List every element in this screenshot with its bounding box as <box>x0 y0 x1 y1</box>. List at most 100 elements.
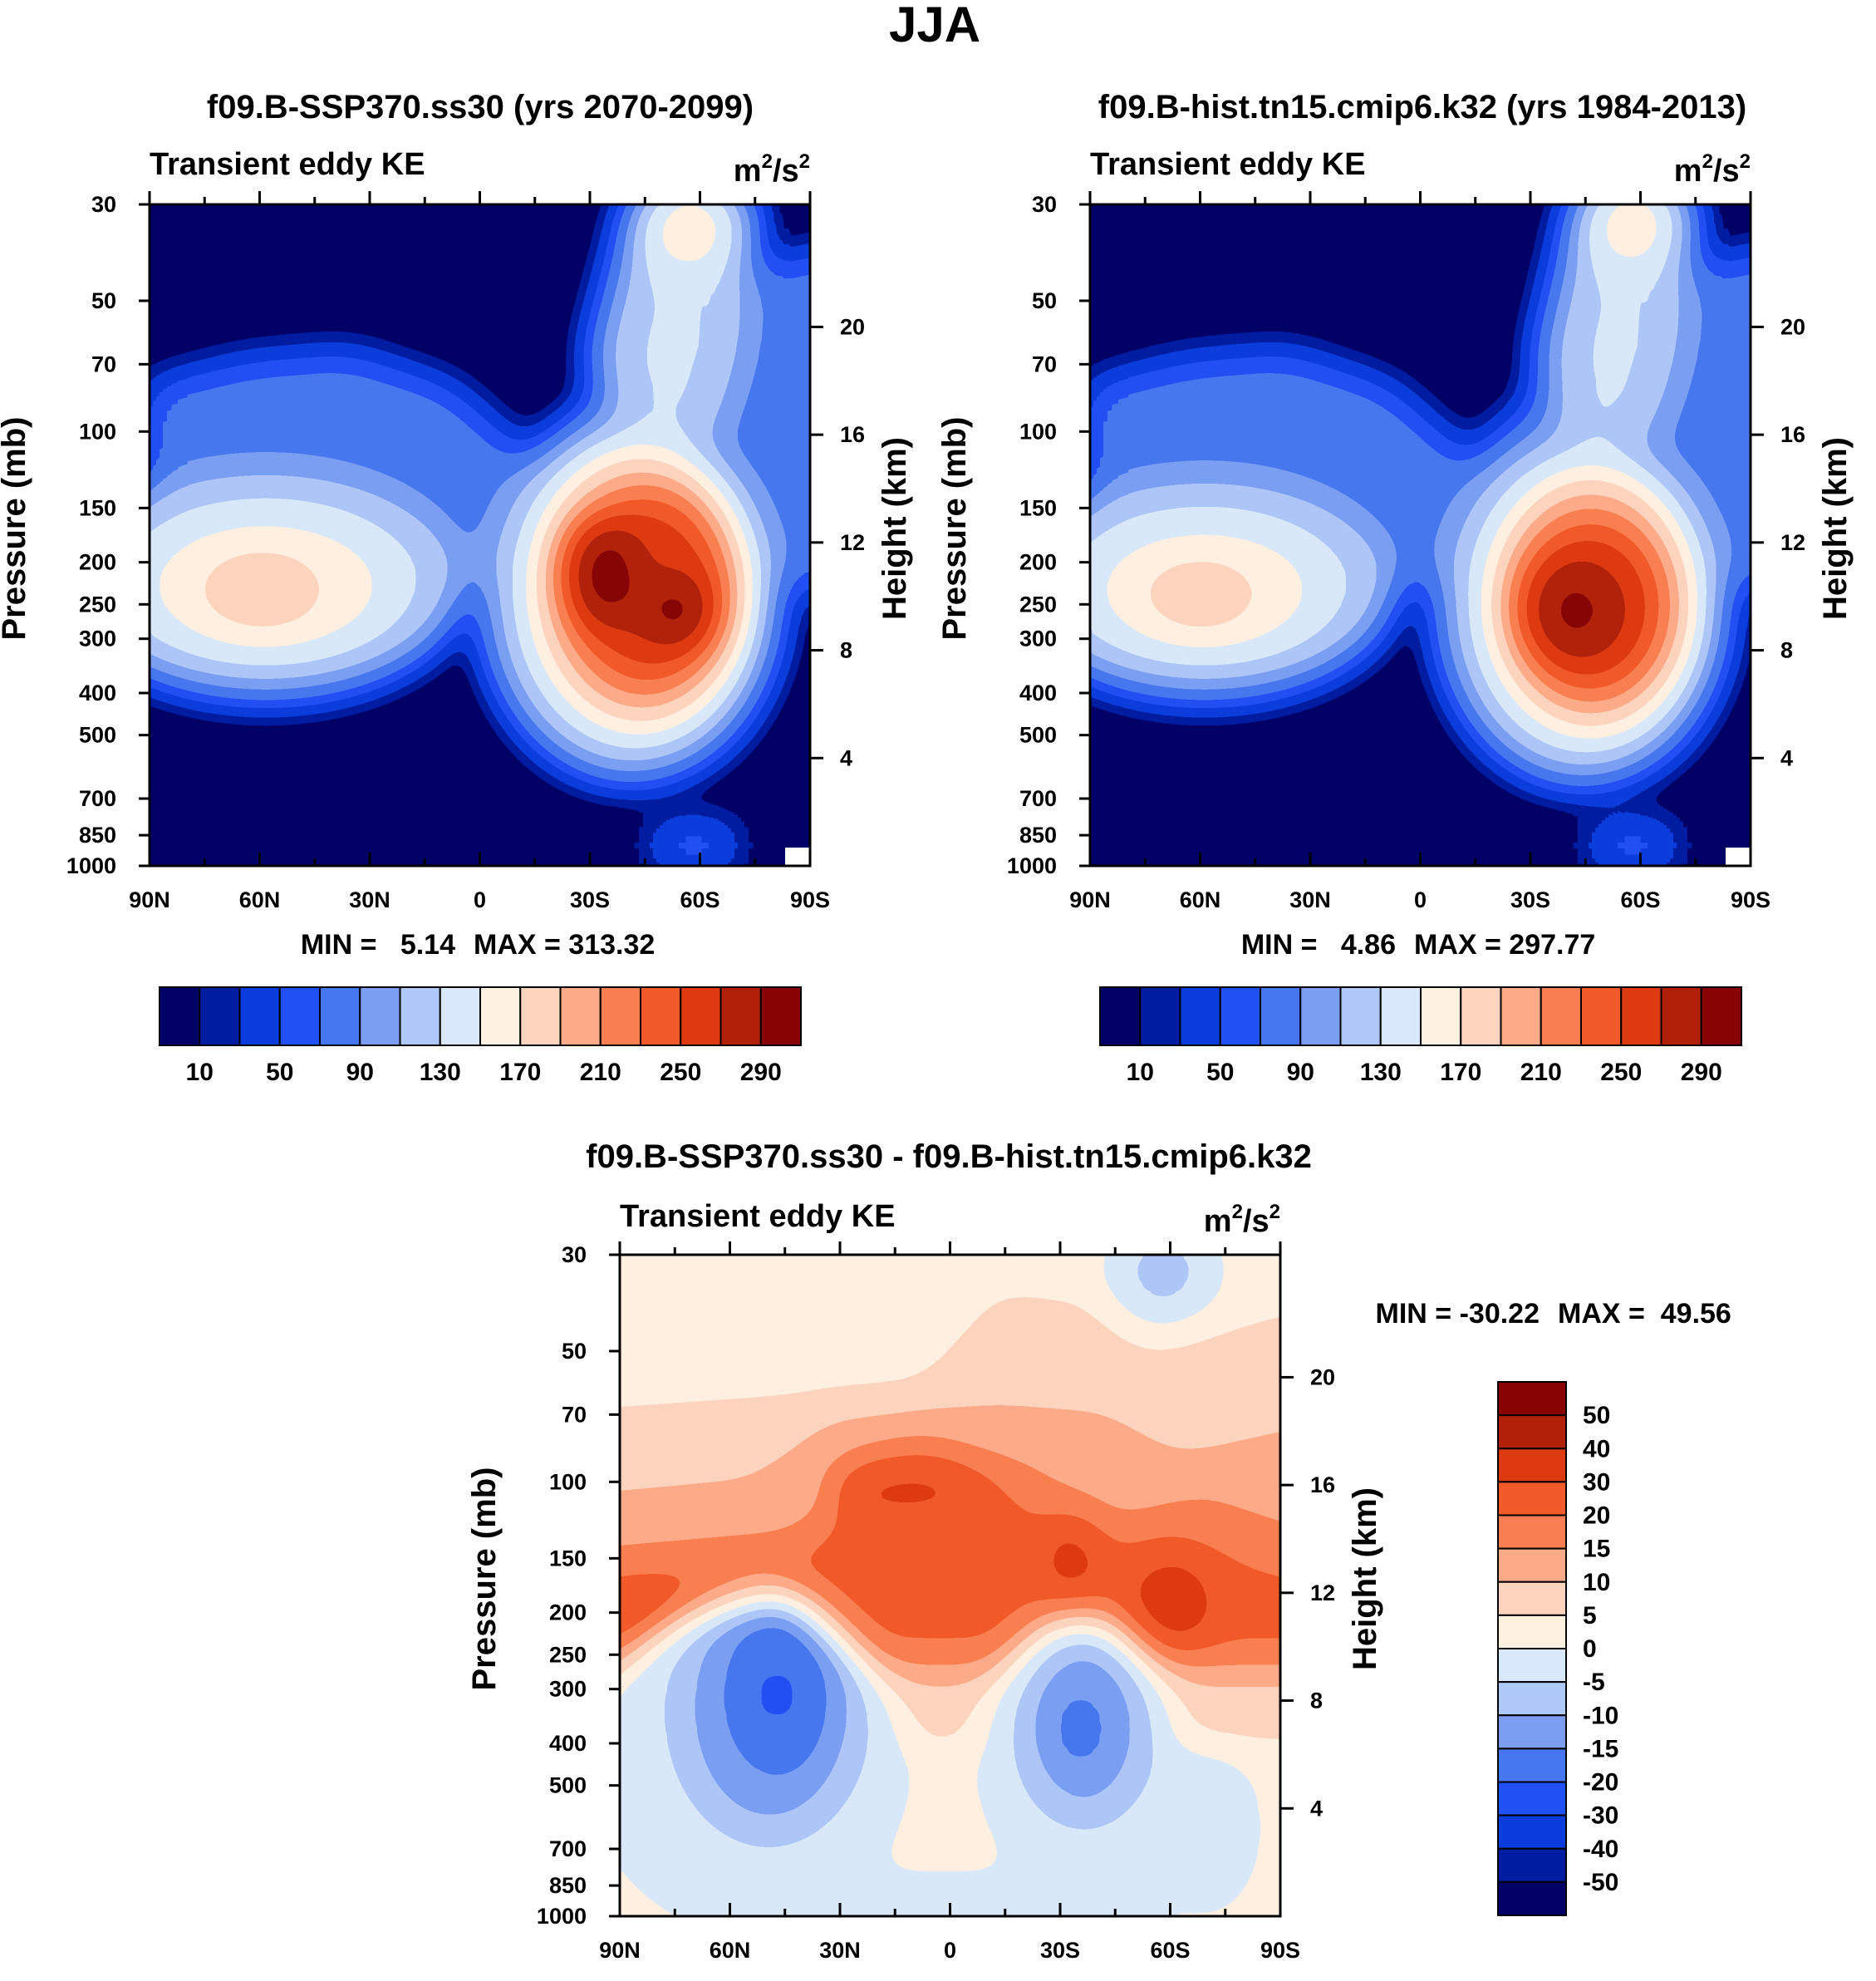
colorbar-label: 250 <box>1600 1059 1642 1086</box>
panel-2-variable: Transient eddy KE <box>1090 147 1366 182</box>
y-tick-label: 150 <box>79 495 116 520</box>
y-tick-label: 850 <box>79 823 116 848</box>
x-tick-label: 60S <box>1620 887 1660 912</box>
colorbar-box <box>159 986 201 1046</box>
y-tick-label: 70 <box>562 1402 587 1427</box>
y-tick-label: 70 <box>1032 351 1057 376</box>
colorbar-box <box>278 986 321 1046</box>
x-tick-label: 60N <box>1180 887 1221 912</box>
y-tick-label: 500 <box>79 723 116 748</box>
x-tick-label: 30S <box>570 887 610 912</box>
panel-3-nh-negative-core <box>745 1645 808 1745</box>
y-tick-label: 400 <box>79 681 116 705</box>
panel-2-min-label: MIN = 4.86 <box>1241 929 1396 961</box>
panel-1-plot-area <box>150 204 810 866</box>
y-axis-title: Pressure (mb) <box>936 417 973 641</box>
colorbar-label: 170 <box>499 1059 541 1086</box>
colorbar-box <box>1420 986 1462 1046</box>
panel-1-min-label: MIN = 5.14 <box>301 929 455 961</box>
colorbar-label: 20 <box>1583 1502 1610 1530</box>
panel-3-field <box>620 1255 1280 1916</box>
y-tick-label: 250 <box>1019 592 1057 617</box>
panel-2-nh-jet-core <box>1155 572 1246 622</box>
panel-3-strat-negative <box>1113 1255 1213 1321</box>
y-tick-label: 70 <box>91 351 116 376</box>
x-tick-label: 60S <box>1150 1938 1190 1963</box>
panel-3-sh-max <box>1047 1516 1097 1600</box>
y2-tick-label: 4 <box>1310 1796 1323 1821</box>
colorbar-label: 10 <box>186 1059 214 1086</box>
y-tick-label: 1000 <box>537 1904 587 1929</box>
x-tick-label: 0 <box>1414 887 1427 912</box>
y-tick-label: 700 <box>549 1836 587 1861</box>
x-tick-label: 90S <box>1731 887 1770 912</box>
panel-3-max-label: MAX = 49.56 <box>1558 1298 1731 1330</box>
colorbar-box <box>1497 1414 1567 1450</box>
y-tick-label: 1000 <box>1007 853 1057 878</box>
x-tick-label: 90N <box>1069 887 1111 912</box>
y2-tick-label: 20 <box>840 314 865 339</box>
y-tick-label: 30 <box>1032 192 1057 217</box>
panel-1-axes: 90N 60N 30N 0 30S 60S 90S 30 50 70 100 150 200 250 300… <box>0 191 913 912</box>
y-tick-label: 500 <box>1019 723 1057 748</box>
panel-1-topography-mask <box>785 848 810 866</box>
panel-3-title: f09.B-SSP370.ss30 - f09.B-hist.tn15.cmip… <box>586 1138 1312 1175</box>
x-tick-label: 90S <box>790 887 830 912</box>
y-tick-label: 700 <box>1019 786 1057 811</box>
panel-2-field <box>1090 204 1751 866</box>
colorbar-label: 90 <box>346 1059 374 1086</box>
colorbar-box <box>1660 986 1702 1046</box>
colorbar-label: 170 <box>1440 1059 1481 1086</box>
x-tick-label: 0 <box>944 1938 956 1963</box>
panel-3-variable: Transient eddy KE <box>620 1199 896 1234</box>
y-tick-label: 150 <box>1019 495 1057 520</box>
y2-tick-label: 16 <box>1780 422 1805 447</box>
colorbar-box <box>1460 986 1502 1046</box>
y-tick-label: 50 <box>1032 288 1057 313</box>
colorbar-label: 0 <box>1583 1635 1597 1663</box>
y2-axis-title: Height (km) <box>1817 437 1854 620</box>
y2-axis-title: Height (km) <box>877 437 913 620</box>
y-tick-label: 300 <box>1019 627 1057 651</box>
colorbar-label: -10 <box>1583 1702 1618 1729</box>
colorbar-label: 10 <box>1127 1059 1154 1086</box>
colorbar-box <box>199 986 241 1046</box>
colorbar-box <box>1099 986 1142 1046</box>
colorbar-label: 40 <box>1583 1435 1610 1462</box>
y2-tick-label: 12 <box>840 530 865 555</box>
panel-3-min-label: MIN = -30.22 <box>1376 1298 1540 1330</box>
panel-3-sh-lower-negative <box>1155 1745 1255 1911</box>
panel-1-sh-strat-branch <box>598 204 748 449</box>
y2-tick-label: 4 <box>840 745 852 770</box>
colorbar-box <box>1620 986 1662 1046</box>
panel-2-axes: 90N 60N 30N 0 30S 60S 90S 30 50 70 100 150 200 250 300… <box>936 191 1854 912</box>
panel-2-plot-area <box>1090 204 1751 866</box>
panel-1-sh-jet-core-a <box>571 524 634 623</box>
panel-1-sh-strat-max <box>644 204 735 270</box>
y-axis-title: Pressure (mb) <box>466 1467 503 1691</box>
colorbar-box <box>1497 1880 1567 1916</box>
panel-1-colorbar: 10 50 90 130 170 210 250 290 <box>159 986 802 1086</box>
y-tick-label: 300 <box>549 1677 587 1702</box>
y-tick-label: 400 <box>549 1731 587 1756</box>
colorbar-label: 15 <box>1583 1536 1610 1563</box>
panel-1-nh-jet-core <box>212 563 312 621</box>
panel-1-max-label: MAX = 313.32 <box>474 929 655 961</box>
y2-tick-label: 16 <box>1310 1472 1335 1497</box>
y2-tick-label: 4 <box>1780 745 1793 770</box>
y-tick-label: 30 <box>91 192 116 217</box>
panel-3-lower-negative-strip <box>698 1878 1163 1916</box>
colorbar-label: -15 <box>1583 1735 1618 1762</box>
panel-1: f09.B-SSP370.ss30 (yrs 2070-2099) Transi… <box>0 89 913 1086</box>
y-tick-label: 1000 <box>66 853 116 878</box>
colorbar-label: -5 <box>1583 1669 1605 1696</box>
panel-1-field <box>150 204 810 866</box>
y2-tick-label: 12 <box>1310 1580 1335 1605</box>
panel-2: f09.B-hist.tn15.cmip6.k32 (yrs 1984-2013… <box>936 89 1854 1086</box>
x-tick-label: 0 <box>474 887 486 912</box>
colorbar-label: 210 <box>1520 1059 1562 1086</box>
colorbar-label: -30 <box>1583 1802 1618 1830</box>
colorbar-label: 90 <box>1287 1059 1314 1086</box>
colorbar-box <box>399 986 441 1046</box>
